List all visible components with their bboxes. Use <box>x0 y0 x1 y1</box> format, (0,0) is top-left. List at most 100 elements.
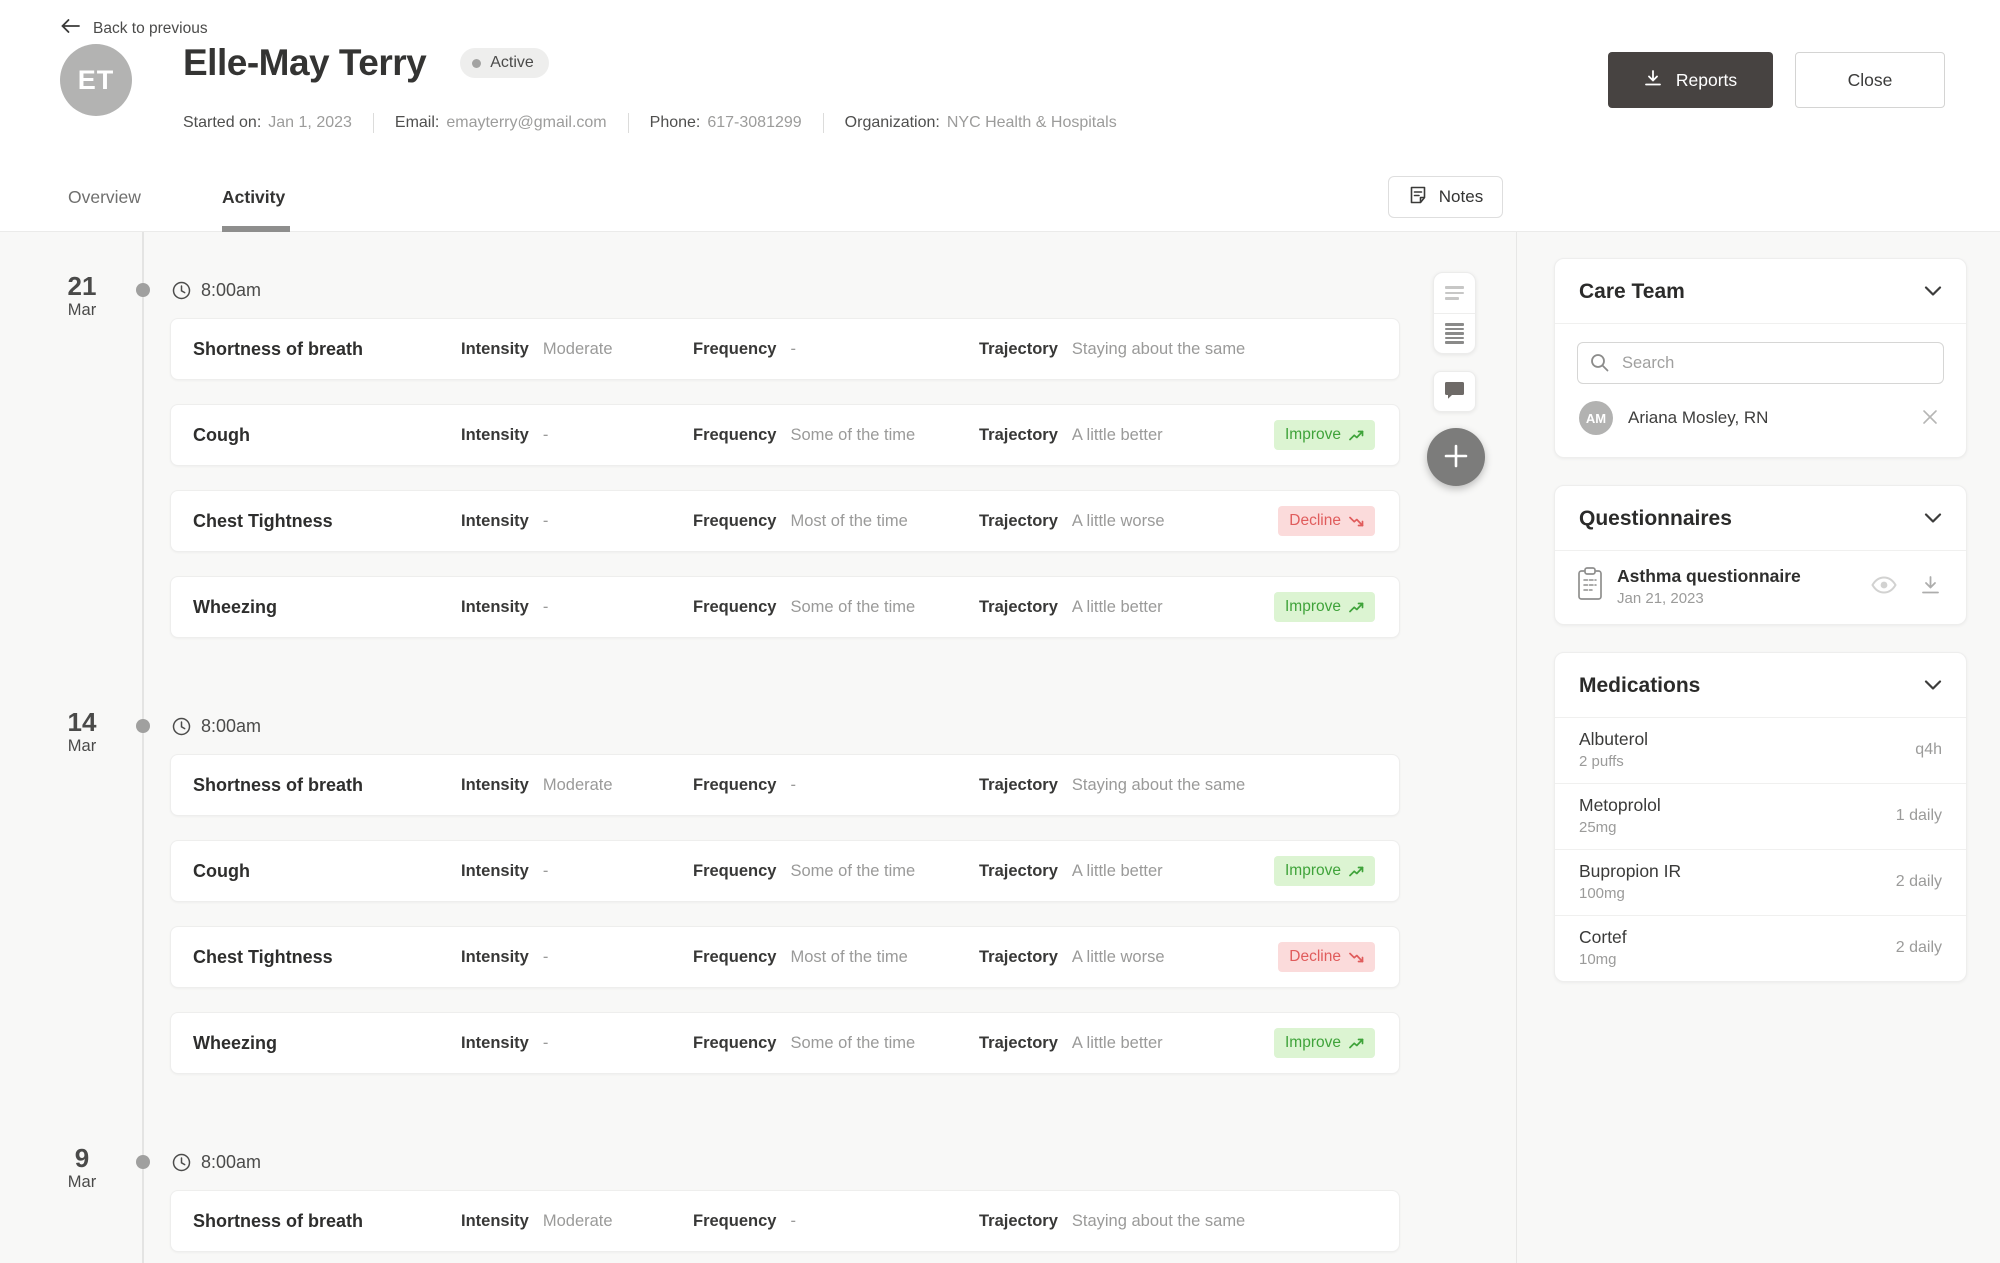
timeline-dot-icon <box>136 283 150 297</box>
frequency-field: Frequency Some of the time <box>693 861 916 880</box>
medication-dose: 100mg <box>1579 885 1625 902</box>
symptom-name: Shortness of breath <box>193 338 364 359</box>
eye-icon <box>1871 576 1897 597</box>
reports-button[interactable]: Reports <box>1608 52 1773 108</box>
add-entry-button[interactable] <box>1427 428 1485 486</box>
medication-row[interactable]: Cortef 10mg 2 daily <box>1555 915 1966 981</box>
trajectory-field: Trajectory Staying about the same <box>979 339 1246 358</box>
divider <box>1555 323 1966 324</box>
intensity-field: Intensity - <box>461 1033 549 1052</box>
symptom-card[interactable]: Wheezing Intensity - Frequency Some of the t… <box>170 576 1400 638</box>
meta-organization: Organization: NYC Health & Hospitals <box>844 114 1117 131</box>
questionnaires-header[interactable]: Questionnaires <box>1555 486 1966 550</box>
timeline-date: 21 Mar <box>52 272 112 320</box>
medication-row[interactable]: Metoprolol 25mg 1 daily <box>1555 783 1966 849</box>
symptom-name: Cough <box>193 424 250 445</box>
entry-time-row: 8:00am <box>172 716 1516 736</box>
questionnaire-item[interactable]: Asthma questionnaire Jan 21, 2023 <box>1555 551 1966 624</box>
clipboard-icon <box>1575 566 1605 607</box>
symptom-card[interactable]: Shortness of breath Intensity Moderate Freq… <box>170 754 1400 816</box>
back-label: Back to previous <box>93 19 208 37</box>
tab-activity[interactable]: Activity <box>222 187 286 207</box>
back-button[interactable]: Back to previous <box>60 18 208 39</box>
timeline-group: 14 Mar 8:00am Shortness of breath Intensity M… <box>0 708 1516 1074</box>
remove-member-button[interactable] <box>1918 405 1942 432</box>
patient-header: Back to previous ET Elle-May Terry Activ… <box>0 0 2000 165</box>
care-team-search-input[interactable] <box>1577 342 1944 384</box>
timeline-date: 9 Mar <box>52 1144 112 1192</box>
timeline-day: 14 <box>67 707 97 737</box>
trending-down-icon <box>1349 952 1364 963</box>
trajectory-field: Trajectory A little better <box>979 1033 1163 1052</box>
download-questionnaire-button[interactable] <box>1921 576 1940 597</box>
timeline-day: 9 <box>74 1143 90 1173</box>
symptom-name: Shortness of breath <box>193 1210 364 1231</box>
medications-header[interactable]: Medications <box>1555 653 1966 717</box>
frequency-field: Frequency Most of the time <box>693 511 908 530</box>
care-team-member: AM Ariana Mosley, RN <box>1577 401 1944 435</box>
divider <box>1555 717 1966 718</box>
timeline-dot-icon <box>136 719 150 733</box>
symptom-card[interactable]: Shortness of breath Intensity Moderate Freq… <box>170 318 1400 380</box>
medication-dose: 2 puffs <box>1579 753 1624 770</box>
patient-name: Elle-May Terry <box>183 42 427 83</box>
download-icon <box>1644 69 1662 91</box>
divider <box>1555 550 1966 551</box>
medication-name: Albuterol <box>1579 729 1649 749</box>
symptom-name: Chest Tightness <box>193 946 333 967</box>
intensity-field: Intensity - <box>461 425 549 444</box>
intensity-field: Intensity - <box>461 511 549 530</box>
view-toggle <box>1433 272 1476 354</box>
symptom-card[interactable]: Wheezing Intensity - Frequency Some of the t… <box>170 1012 1400 1074</box>
content-area: 21 Mar 8:00am Shortness of breath Intensity M… <box>0 232 2000 1263</box>
close-button[interactable]: Close <box>1795 52 1945 108</box>
symptom-card-list: Shortness of breath Intensity Moderate Freq… <box>170 754 1400 1074</box>
intensity-field: Intensity - <box>461 861 549 880</box>
care-team-card: Care Team AM Ariana Mosley, <box>1554 258 1967 458</box>
care-team-header[interactable]: Care Team <box>1555 259 1966 323</box>
chat-bubble-icon <box>1444 381 1465 403</box>
meta-phone: Phone: 617-3081299 <box>649 114 802 131</box>
plus-icon <box>1443 443 1469 472</box>
chevron-down-icon <box>1924 510 1942 528</box>
clock-icon <box>172 281 191 300</box>
expanded-view-button[interactable] <box>1434 313 1475 353</box>
notes-button[interactable]: Notes <box>1388 176 1503 218</box>
medication-dose: 10mg <box>1579 951 1617 968</box>
symptom-card[interactable]: Cough Intensity - Frequency Some of the time… <box>170 840 1400 902</box>
questionnaire-name: Asthma questionnaire <box>1617 566 1801 586</box>
preview-questionnaire-button[interactable] <box>1871 576 1897 597</box>
medication-frequency: 2 daily <box>1895 872 1942 890</box>
symptom-card[interactable]: Chest Tightness Intensity - Frequency Most o… <box>170 926 1400 988</box>
chevron-down-icon <box>1924 677 1942 695</box>
back-arrow-icon <box>60 18 80 39</box>
trajectory-field: Trajectory A little better <box>979 861 1163 880</box>
meta-started-on: Started on: Jan 1, 2023 <box>183 114 352 131</box>
symptom-card-list: Shortness of breath Intensity Moderate Freq… <box>170 318 1400 638</box>
symptom-card[interactable]: Shortness of breath Intensity Moderate Freq… <box>170 1190 1400 1252</box>
collapsed-view-button[interactable] <box>1434 273 1475 313</box>
symptom-name: Wheezing <box>193 1032 277 1053</box>
patient-avatar: ET <box>60 44 132 116</box>
symptom-card[interactable]: Cough Intensity - Frequency Some of the time… <box>170 404 1400 466</box>
download-icon <box>1921 576 1940 597</box>
trajectory-field: Trajectory Staying about the same <box>979 775 1246 794</box>
meta-divider <box>372 113 374 133</box>
questionnaires-card: Questionnaires Asthma questionnaire Jan … <box>1554 485 1967 625</box>
improve-badge: Improve <box>1274 1028 1375 1058</box>
intensity-field: Intensity Moderate <box>461 1211 613 1230</box>
timeline-groups: 21 Mar 8:00am Shortness of breath Intensity M… <box>0 232 1516 1252</box>
timeline-month: Mar <box>67 301 97 319</box>
timeline-dot-icon <box>136 1155 150 1169</box>
meta-divider <box>822 113 824 133</box>
medication-dose: 25mg <box>1579 819 1617 836</box>
medication-frequency: q4h <box>1915 740 1942 758</box>
medication-row[interactable]: Bupropion IR 100mg 2 daily <box>1555 849 1966 915</box>
symptom-card[interactable]: Chest Tightness Intensity - Frequency Most o… <box>170 490 1400 552</box>
tab-overview[interactable]: Overview <box>68 187 141 207</box>
entry-time: 8:00am <box>201 279 262 300</box>
symptom-name: Cough <box>193 860 250 881</box>
medication-row[interactable]: Albuterol 2 puffs q4h <box>1555 718 1966 783</box>
comment-button[interactable] <box>1433 371 1476 412</box>
